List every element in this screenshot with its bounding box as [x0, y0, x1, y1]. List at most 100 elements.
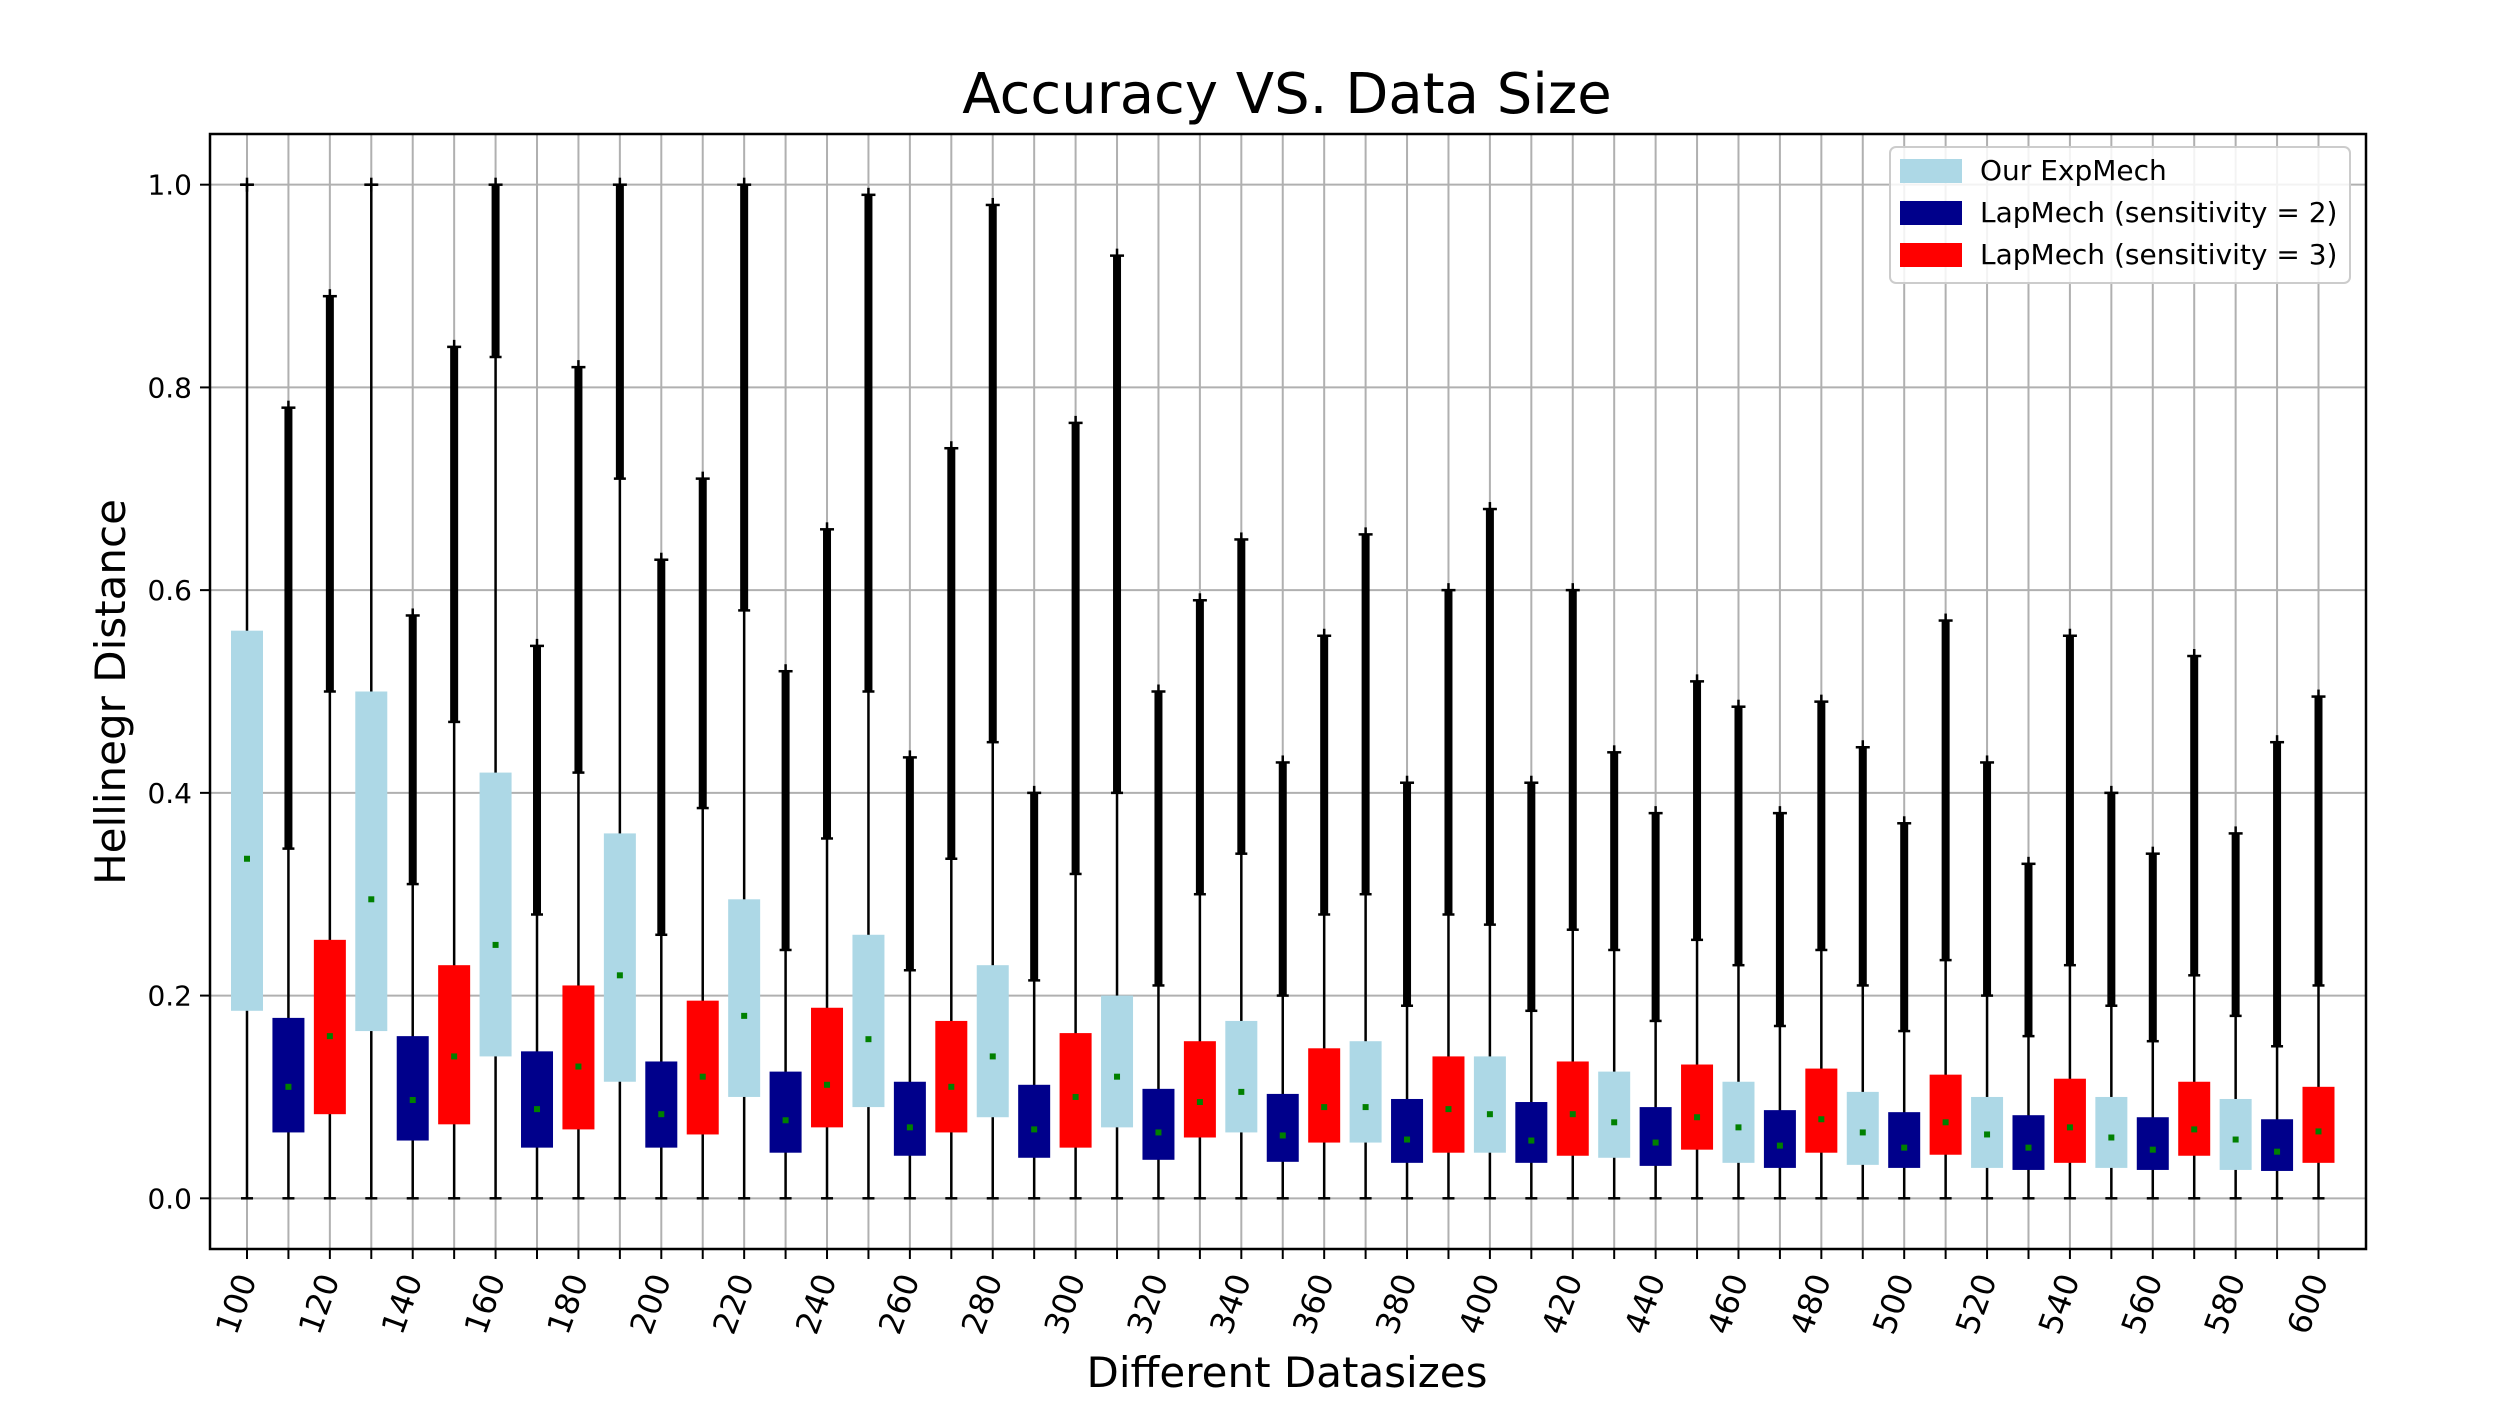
x-tick-label: 520	[1948, 1269, 2005, 1339]
box-group	[1432, 583, 1465, 1200]
median-marker	[2025, 1144, 2032, 1151]
outlier-band	[2231, 833, 2240, 1016]
median-marker	[1486, 1111, 1493, 1118]
x-tick-label: 120	[291, 1269, 348, 1339]
median-marker	[2149, 1146, 2156, 1153]
outlier-band	[1568, 590, 1577, 930]
outlier-band	[2314, 696, 2323, 986]
box-body	[852, 934, 885, 1108]
box-group	[852, 187, 885, 1200]
box-body	[2178, 1081, 2211, 1156]
outlier-band	[947, 448, 956, 859]
box-body	[1515, 1102, 1548, 1163]
outlier-band	[450, 346, 459, 722]
outlier-band	[781, 671, 790, 950]
outlier-band	[823, 529, 832, 839]
box-body	[521, 1051, 554, 1148]
x-tick-label: 400	[1451, 1269, 1508, 1339]
outlier-band	[2024, 863, 2033, 1037]
outlier-band	[1403, 782, 1412, 1006]
median-marker	[1238, 1088, 1245, 1095]
outlier-band	[2190, 656, 2199, 976]
legend: Our ExpMech LapMech (sensitivity = 2) La…	[1889, 146, 2351, 284]
box-body	[272, 1017, 305, 1133]
box-group	[1929, 613, 1962, 1200]
median-marker	[1735, 1124, 1742, 1131]
box-body	[1308, 1048, 1341, 1143]
median-marker	[865, 1036, 872, 1043]
legend-swatch-expmech	[1900, 159, 1962, 183]
x-tick-label: 140	[374, 1269, 431, 1339]
median-marker	[492, 941, 499, 948]
box-group	[1556, 583, 1589, 1200]
x-tick-label: 300	[1037, 1269, 1094, 1339]
x-tick-label: 540	[2031, 1269, 2088, 1339]
box-body	[811, 1007, 844, 1128]
median-marker	[2191, 1126, 2198, 1133]
median-marker	[1404, 1136, 1411, 1143]
chart-title: Accuracy VS. Data Size	[962, 62, 1611, 127]
box-body	[1598, 1071, 1631, 1158]
outlier-band	[1527, 782, 1536, 1011]
box-body	[1556, 1061, 1589, 1156]
box-body	[893, 1081, 926, 1156]
box-body	[562, 985, 595, 1130]
x-tick-label: 440	[1617, 1269, 1674, 1339]
box-body	[1059, 1033, 1092, 1148]
box-body	[313, 939, 346, 1115]
median-marker	[948, 1083, 955, 1090]
box-body	[2302, 1086, 2335, 1163]
median-marker	[409, 1096, 416, 1103]
box-body	[1349, 1041, 1382, 1143]
outlier-band	[1237, 539, 1246, 854]
y-tick-label: 0.6	[147, 574, 192, 607]
box-group	[2053, 628, 2086, 1200]
outlier-band	[1485, 509, 1494, 925]
outlier-band	[491, 184, 500, 357]
box-group	[1515, 775, 1548, 1200]
box-body	[2219, 1098, 2252, 1170]
outlier-band	[408, 615, 417, 885]
median-marker	[1445, 1106, 1452, 1113]
legend-label-lapmech-3: LapMech (sensitivity = 3)	[1980, 238, 2337, 271]
box-group	[1846, 740, 1879, 1200]
median-marker	[989, 1053, 996, 1060]
outlier-band	[1113, 255, 1122, 793]
box-group	[2219, 826, 2252, 1200]
median-marker	[1818, 1116, 1825, 1123]
box-group	[603, 177, 636, 1200]
x-tick-label: 560	[2114, 1269, 2171, 1339]
box-body	[2261, 1119, 2294, 1171]
box-group	[1142, 684, 1175, 1200]
box-body	[1101, 995, 1134, 1128]
box-group	[1349, 527, 1382, 1200]
median-marker	[534, 1106, 541, 1113]
box-body	[1266, 1093, 1299, 1162]
box-body	[1929, 1074, 1962, 1155]
x-tick-label: 240	[788, 1269, 845, 1339]
median-marker	[1114, 1073, 1121, 1080]
outlier-band	[1983, 762, 1992, 996]
box-body	[645, 1061, 678, 1148]
x-tick-label: 500	[1865, 1269, 1922, 1339]
outlier-band	[284, 407, 293, 849]
x-tick-label: 480	[1782, 1269, 1839, 1339]
box-group	[1971, 755, 2004, 1200]
box-body	[2012, 1115, 2045, 1170]
median-marker	[1776, 1142, 1783, 1149]
median-marker	[1279, 1132, 1286, 1139]
box-group	[1018, 785, 1051, 1200]
median-marker	[1859, 1129, 1866, 1136]
median-marker	[824, 1081, 831, 1088]
median-marker	[1984, 1131, 1991, 1138]
median-marker	[1321, 1104, 1328, 1111]
box-group	[438, 339, 471, 1200]
box-body	[2136, 1117, 2169, 1170]
box-group	[1101, 248, 1134, 1200]
x-axis-label: Different Datasizes	[1086, 1348, 1487, 1397]
outlier-band	[1030, 792, 1039, 981]
box-body	[1639, 1107, 1672, 1166]
box-group	[893, 750, 926, 1200]
median-marker	[451, 1053, 458, 1060]
